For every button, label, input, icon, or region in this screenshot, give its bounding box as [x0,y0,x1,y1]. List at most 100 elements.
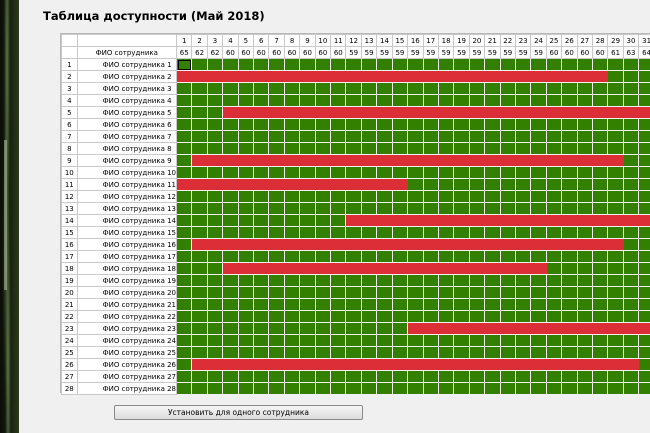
available-cell[interactable] [591,190,609,203]
unavailable-cell[interactable] [253,106,270,119]
available-cell[interactable] [330,226,347,239]
available-cell[interactable] [314,226,332,239]
available-cell[interactable] [622,310,640,323]
available-cell[interactable] [437,130,455,143]
available-cell[interactable] [530,226,547,239]
unavailable-cell[interactable] [576,154,593,167]
available-cell[interactable] [514,286,532,299]
available-cell[interactable] [591,382,609,395]
available-cell[interactable] [591,178,609,191]
available-cell[interactable] [330,202,347,215]
available-cell[interactable] [407,382,424,395]
available-cell[interactable] [283,166,301,179]
available-cell[interactable] [514,190,532,203]
unavailable-cell[interactable] [283,106,301,119]
available-cell[interactable] [360,274,378,287]
available-cell[interactable] [530,310,547,323]
available-cell[interactable] [437,298,455,311]
available-cell[interactable] [330,346,347,359]
unavailable-cell[interactable] [607,238,624,251]
available-cell[interactable] [253,58,270,71]
available-cell[interactable] [607,202,624,215]
available-cell[interactable] [576,82,593,95]
available-cell[interactable] [622,238,640,251]
available-cell[interactable] [222,334,239,347]
available-cell[interactable] [176,202,193,215]
available-cell[interactable] [422,94,439,107]
available-cell[interactable] [314,334,332,347]
unavailable-cell[interactable] [622,106,640,119]
available-cell[interactable] [499,310,516,323]
unavailable-cell[interactable] [253,238,270,251]
unavailable-cell[interactable] [437,214,455,227]
available-cell[interactable] [222,214,239,227]
available-cell[interactable] [530,142,547,155]
unavailable-cell[interactable] [561,70,578,83]
available-cell[interactable] [484,370,501,383]
available-cell[interactable] [514,130,532,143]
available-cell[interactable] [314,382,332,395]
available-cell[interactable] [622,70,640,83]
available-cell[interactable] [176,334,193,347]
unavailable-cell[interactable] [314,106,332,119]
available-cell[interactable] [237,202,255,215]
available-cell[interactable] [576,274,593,287]
unavailable-cell[interactable] [407,214,424,227]
available-cell[interactable] [360,202,378,215]
available-cell[interactable] [607,94,624,107]
available-cell[interactable] [330,298,347,311]
available-cell[interactable] [330,82,347,95]
available-cell[interactable] [283,370,301,383]
employee-name[interactable]: ФИО сотрудника 13 [76,202,178,215]
available-cell[interactable] [576,178,593,191]
day-header[interactable]: 21 [484,34,501,47]
available-cell[interactable] [407,310,424,323]
available-cell[interactable] [391,94,409,107]
unavailable-cell[interactable] [591,106,609,119]
available-cell[interactable] [453,298,470,311]
employee-name[interactable]: ФИО сотрудника 10 [76,166,178,179]
unavailable-cell[interactable] [330,262,347,275]
employee-name[interactable]: ФИО сотрудника 22 [76,310,178,323]
available-cell[interactable] [622,346,640,359]
employee-name[interactable]: ФИО сотрудника 16 [76,238,178,251]
unavailable-cell[interactable] [206,358,224,371]
available-cell[interactable] [622,334,640,347]
unavailable-cell[interactable] [484,154,501,167]
unavailable-cell[interactable] [622,322,640,335]
available-cell[interactable] [206,58,224,71]
available-cell[interactable] [484,202,501,215]
unavailable-cell[interactable] [191,358,208,371]
available-cell[interactable] [314,250,332,263]
available-cell[interactable] [299,370,316,383]
available-cell[interactable] [176,166,193,179]
available-cell[interactable] [299,58,316,71]
available-cell[interactable] [376,226,393,239]
available-cell[interactable] [191,298,208,311]
available-cell[interactable] [314,310,332,323]
available-cell[interactable] [191,58,208,71]
available-cell[interactable] [237,286,255,299]
available-cell[interactable] [561,202,578,215]
available-cell[interactable] [468,370,486,383]
available-cell[interactable] [237,190,255,203]
unavailable-cell[interactable] [530,358,547,371]
available-cell[interactable] [607,58,624,71]
unavailable-cell[interactable] [314,262,332,275]
unavailable-cell[interactable] [422,262,439,275]
unavailable-cell[interactable] [407,106,424,119]
available-cell[interactable] [206,274,224,287]
available-cell[interactable] [484,346,501,359]
unavailable-cell[interactable] [222,70,239,83]
available-cell[interactable] [360,346,378,359]
available-cell[interactable] [253,226,270,239]
available-cell[interactable] [561,346,578,359]
available-cell[interactable] [468,334,486,347]
available-cell[interactable] [176,262,193,275]
available-cell[interactable] [222,130,239,143]
available-cell[interactable] [330,94,347,107]
available-cell[interactable] [314,94,332,107]
available-cell[interactable] [345,250,362,263]
available-cell[interactable] [206,226,224,239]
available-cell[interactable] [453,94,470,107]
